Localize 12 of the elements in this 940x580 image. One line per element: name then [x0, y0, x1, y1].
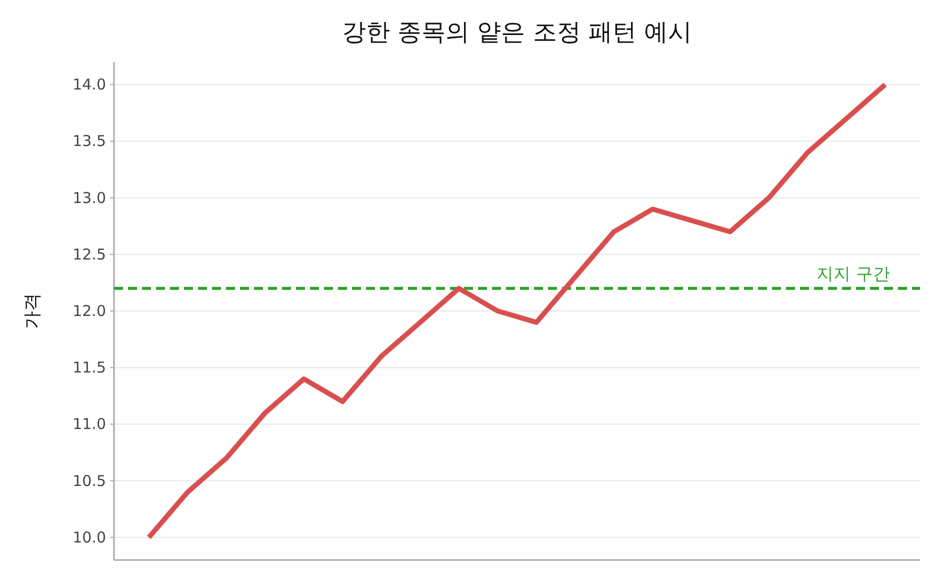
- y-tick-label: 11.5: [72, 358, 106, 377]
- y-tick-label: 10.5: [72, 472, 106, 490]
- y-tick-label: 11.0: [72, 415, 106, 434]
- chart-title: 강한 종목의 얕은 조정 패턴 예시: [342, 18, 692, 46]
- y-tick-label: 13.0: [72, 188, 106, 207]
- y-axis-title: 가격: [22, 293, 43, 329]
- y-tick-label: 14.0: [72, 76, 106, 94]
- y-tick-label: 10.0: [72, 528, 106, 546]
- ref-line-label: 지지 구간: [816, 264, 890, 284]
- y-tick-label: 12.0: [72, 302, 106, 320]
- y-tick-label: 12.5: [72, 245, 106, 264]
- y-tick-label: 13.5: [72, 132, 106, 150]
